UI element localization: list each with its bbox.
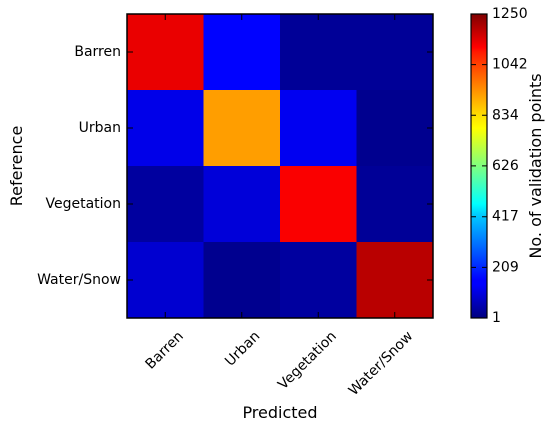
- y-axis-label: Reference: [7, 126, 26, 207]
- colorbar-tick-label: 417: [492, 209, 519, 225]
- heatmap-cell: [203, 166, 281, 243]
- heatmap-cell: [356, 166, 434, 243]
- heatmap-cell: [127, 90, 204, 167]
- colorbar-tick-label: 209: [492, 259, 519, 275]
- y-axis-ticks: Barren Urban Vegetation Water/Snow: [37, 44, 433, 288]
- heatmap-cell: [127, 242, 204, 319]
- heatmap-cells: [127, 14, 434, 319]
- x-tick-label: Barren: [143, 328, 187, 372]
- colorbar-tick-label: 1042: [492, 57, 528, 73]
- heatmap-cell: [280, 242, 357, 319]
- colorbar-ticks: 1250 1042 834 626 417 209 1: [471, 6, 528, 326]
- colorbar-tick-label: 834: [492, 107, 519, 123]
- y-tick-label: Vegetation: [46, 196, 122, 212]
- colorbar-tick-label: 1250: [492, 6, 528, 22]
- y-tick-label: Barren: [74, 44, 121, 60]
- heatmap-cell: [356, 14, 434, 91]
- heatmap-cell: [280, 166, 357, 243]
- plot-frame: [126, 13, 434, 319]
- heatmap-cell: [280, 90, 357, 167]
- heatmap-cell: [203, 90, 281, 167]
- heatmap-cell: [203, 14, 281, 91]
- x-axis-label: Predicted: [242, 403, 317, 422]
- x-tick-label: Vegetation: [275, 328, 340, 393]
- colorbar-tick-label: 626: [492, 158, 519, 174]
- x-tick-label: Water/Snow: [346, 328, 417, 399]
- x-tick-label: Urban: [222, 328, 263, 369]
- heatmap-cell: [203, 242, 281, 319]
- heatmap-cell: [280, 14, 357, 91]
- y-tick-label: Water/Snow: [37, 272, 121, 288]
- y-tick-label: Urban: [79, 120, 121, 136]
- colorbar-tick-label: 1: [492, 310, 501, 326]
- heatmap-cell: [356, 242, 434, 319]
- colorbar-label: No. of validation points: [526, 73, 545, 258]
- heatmap-cell: [127, 14, 204, 91]
- heatmap-cell: [127, 166, 204, 243]
- heatmap-cell: [356, 90, 434, 167]
